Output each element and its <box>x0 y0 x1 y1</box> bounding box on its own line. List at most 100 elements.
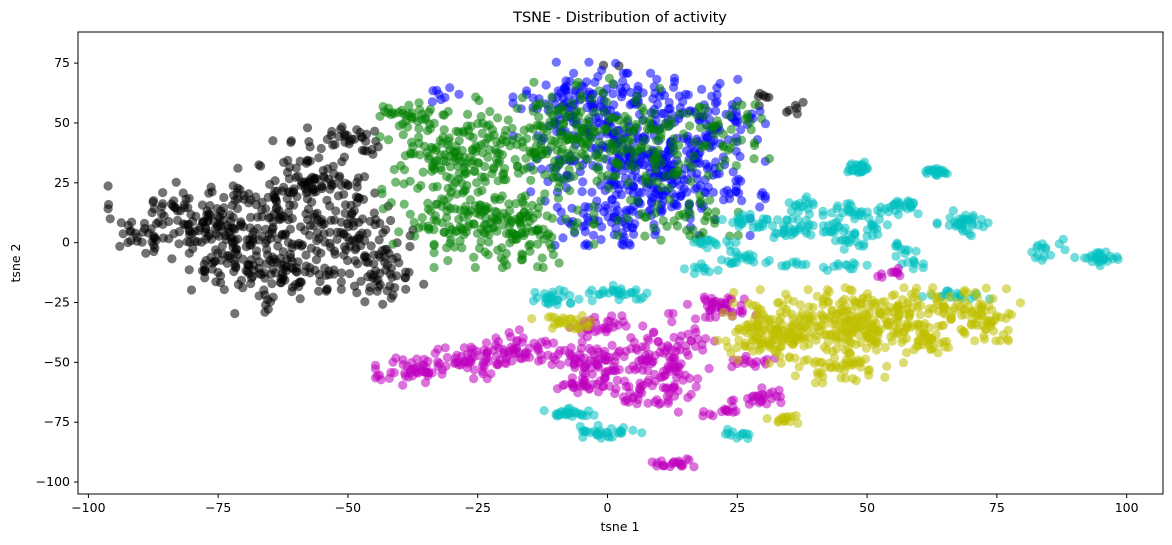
scatter-point <box>576 94 586 104</box>
scatter-point <box>786 206 797 216</box>
scatter-point <box>580 202 590 212</box>
scatter-point <box>610 158 620 168</box>
scatter-point <box>626 195 636 205</box>
scatter-point <box>804 339 814 349</box>
scatter-point <box>589 239 599 249</box>
scatter-point <box>1039 252 1049 262</box>
scatter-point <box>564 322 574 333</box>
scatter-point <box>370 188 380 198</box>
scatter-point <box>314 286 324 296</box>
scatter-point <box>331 206 341 216</box>
scatter-point <box>733 74 743 84</box>
scatter-point <box>245 240 255 250</box>
scatter-point <box>455 222 465 232</box>
scatter-point <box>336 284 346 294</box>
scatter-point <box>352 182 362 192</box>
scatter-point <box>744 399 754 409</box>
scatter-point <box>652 200 662 210</box>
scatter-point <box>560 379 570 390</box>
scatter-point <box>837 338 847 348</box>
scatter-point <box>522 86 532 96</box>
scatter-point <box>374 282 384 292</box>
scatter-point <box>394 227 404 237</box>
scatter-point <box>424 223 434 233</box>
scatter-point <box>564 164 574 175</box>
scatter-point <box>285 200 295 210</box>
scatter-point <box>952 219 962 229</box>
scatter-point <box>380 244 390 254</box>
scatter-point <box>689 151 699 161</box>
plot-frame <box>77 31 1164 495</box>
scatter-point <box>151 219 161 229</box>
scatter-point <box>665 195 675 205</box>
scatter-point <box>767 221 778 231</box>
scatter-point <box>527 200 537 210</box>
scatter-point <box>790 353 800 363</box>
scatter-point <box>536 196 546 206</box>
scatter-point <box>731 253 742 263</box>
scatter-point <box>868 224 879 234</box>
scatter-point <box>571 152 581 162</box>
scatter-point <box>801 259 811 269</box>
scatter-point <box>788 324 799 334</box>
scatter-point <box>369 208 379 218</box>
scatter-point <box>803 199 813 209</box>
x-tick-label: 50 <box>859 500 875 515</box>
scatter-point <box>361 252 371 262</box>
scatter-point <box>845 358 856 368</box>
scatter-point <box>618 76 628 86</box>
scatter-point <box>465 195 475 205</box>
scatter-point <box>418 360 429 370</box>
scatter-point <box>330 139 340 150</box>
scatter-point <box>835 307 845 317</box>
scatter-point <box>743 255 753 265</box>
scatter-point <box>549 290 559 300</box>
scatter-point <box>892 267 902 277</box>
scatter-point <box>578 177 588 187</box>
scatter-point <box>442 243 452 253</box>
scatter-point <box>556 207 566 217</box>
scatter-point <box>546 120 556 131</box>
scatter-point <box>743 433 753 444</box>
scatter-point <box>170 202 180 213</box>
scatter-point <box>669 134 679 144</box>
scatter-point <box>414 124 424 134</box>
scatter-point <box>846 207 857 217</box>
scatter-point <box>703 170 714 180</box>
scatter-point <box>884 320 894 331</box>
scatter-point <box>453 174 464 184</box>
scatter-point <box>587 187 597 197</box>
scatter-point <box>257 205 267 215</box>
scatter-point <box>740 114 750 124</box>
scatter-point <box>616 180 626 190</box>
scatter-point <box>157 202 167 212</box>
scatter-point <box>974 300 984 311</box>
scatter-point <box>270 186 280 196</box>
scatter-point <box>898 358 909 368</box>
scatter-point <box>700 263 710 273</box>
scatter-point <box>547 92 557 102</box>
scatter-point <box>752 308 763 318</box>
scatter-point <box>596 234 606 245</box>
scatter-point <box>285 224 295 234</box>
scatter-point <box>893 210 904 220</box>
scatter-point <box>793 215 803 225</box>
scatter-point <box>531 225 541 235</box>
scatter-point <box>838 235 848 245</box>
scatter-point <box>429 248 439 258</box>
scatter-point <box>594 118 604 128</box>
scatter-point <box>371 266 381 276</box>
scatter-point <box>378 102 388 112</box>
scatter-point <box>757 383 767 393</box>
scatter-point <box>712 116 722 126</box>
scatter-point <box>505 141 515 151</box>
scatter-point <box>297 177 307 187</box>
scatter-point <box>272 257 282 267</box>
scatter-point <box>307 182 317 192</box>
scatter-point <box>442 172 452 182</box>
scatter-point <box>468 132 478 143</box>
scatter-point <box>674 140 684 150</box>
scatter-point <box>698 345 708 355</box>
scatter-point <box>542 211 552 221</box>
scatter-point <box>679 264 690 274</box>
